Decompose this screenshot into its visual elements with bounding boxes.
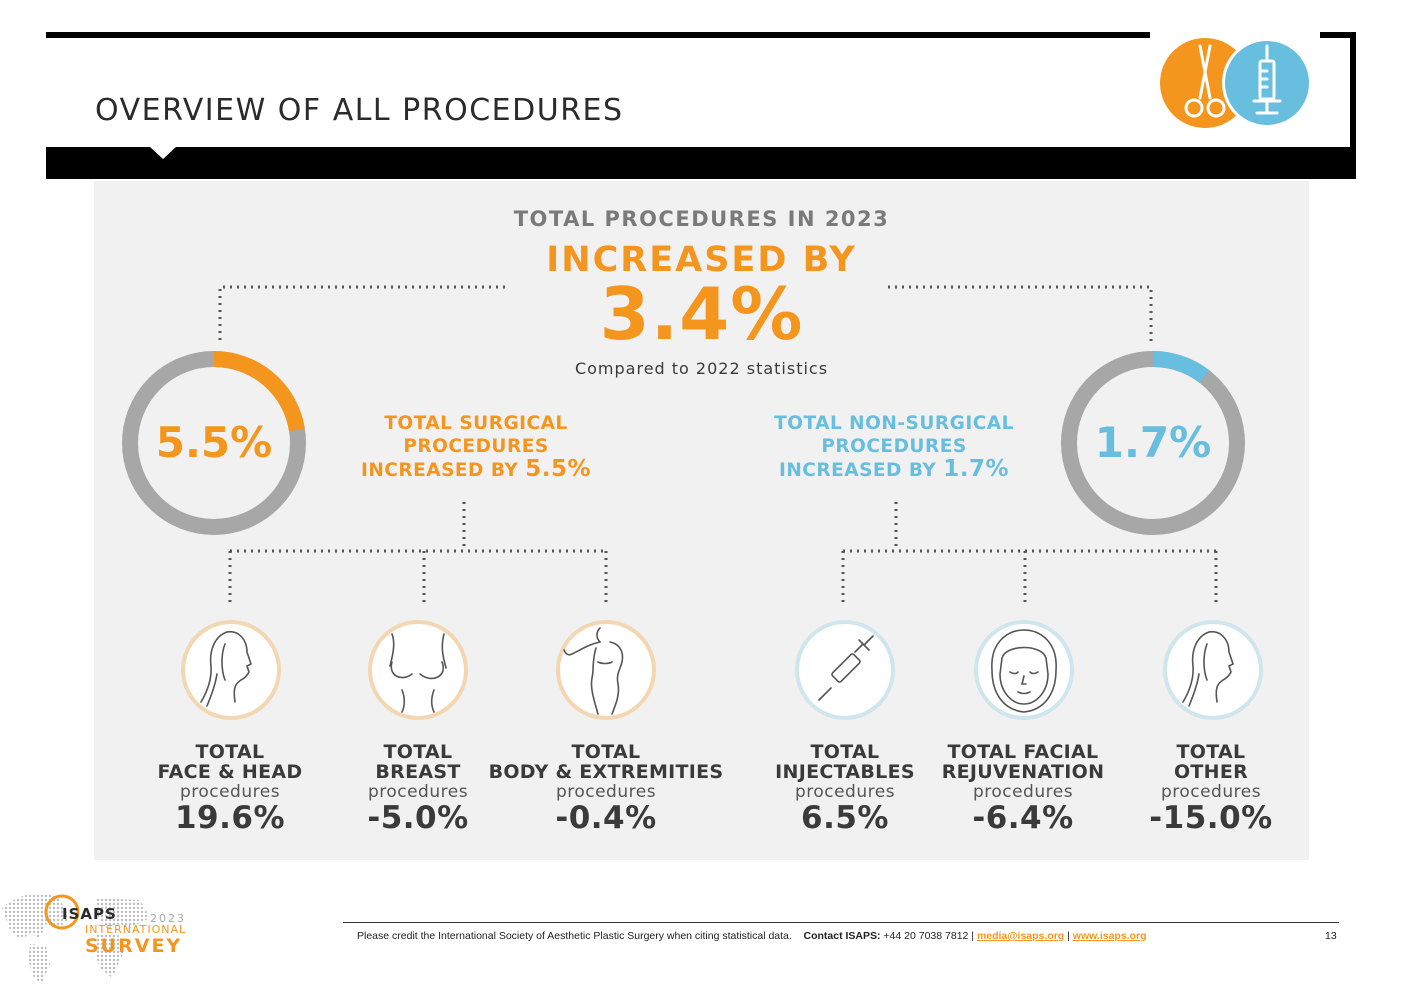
footer-credit-text: Please credit the International Society …	[357, 930, 792, 942]
nonsurgical-heading-line3: INCREASED BY	[778, 460, 944, 481]
footer-phone: +44 20 7038 7812 |	[880, 930, 977, 942]
category-other: TOTAL OTHER procedures -15.0%	[1091, 741, 1331, 836]
body-icon	[556, 620, 656, 720]
category-line1: TOTAL	[195, 741, 265, 763]
nonsurgical-heading: TOTAL NON-SURGICAL PROCEDURES INCREASED …	[744, 412, 1044, 482]
footer-credit: Please credit the International Society …	[357, 930, 1147, 942]
face-front-icon	[974, 620, 1074, 720]
category-line1: TOTAL FACIAL	[947, 741, 1099, 763]
category-breast: TOTAL BREAST procedures -5.0%	[298, 741, 538, 836]
category-line3: procedures	[555, 782, 657, 802]
nonsurgical-donut	[1061, 351, 1245, 535]
footer-web-link[interactable]: www.isaps.org	[1072, 930, 1147, 942]
category-line1: TOTAL	[383, 741, 453, 763]
nonsurgical-donut-arc	[1061, 351, 1245, 535]
category-percent: -15.0%	[1149, 800, 1273, 836]
footer-separator: |	[1064, 930, 1073, 942]
surgical-heading-line1: TOTAL SURGICAL	[384, 413, 568, 434]
category-line3: procedures	[794, 782, 896, 802]
category-facial-rejuvenation: TOTAL FACIAL REJUVENATION procedures -6.…	[903, 741, 1143, 836]
face-profile-icon	[181, 620, 281, 720]
category-percent: -0.4%	[555, 800, 657, 836]
category-percent: 19.6%	[174, 800, 286, 836]
logo-isaps: ISAPS	[62, 905, 117, 923]
category-line1: TOTAL	[810, 741, 880, 763]
category-line2: BODY & EXTREMITIES	[488, 761, 724, 783]
surgical-heading-value: 5.5%	[525, 456, 592, 482]
category-percent: -6.4%	[972, 800, 1074, 836]
surgical-donut	[122, 351, 306, 535]
footer-contact-label: Contact ISAPS:	[803, 930, 881, 942]
world-map-logo	[2, 893, 150, 984]
summary-note: Compared to 2022 statistics	[574, 359, 829, 378]
page-number: 13	[1325, 930, 1337, 942]
summary-line2: INCREASED BY	[546, 240, 857, 280]
other-face-profile-icon	[1163, 620, 1263, 720]
category-body-extremities: TOTAL BODY & EXTREMITIES procedures -0.4…	[486, 741, 726, 836]
logo-international: INTERNATIONAL	[85, 923, 187, 936]
category-injectables: TOTAL INJECTABLES procedures 6.5%	[725, 741, 965, 836]
category-line1: TOTAL	[1176, 741, 1246, 763]
category-line3: procedures	[1160, 782, 1262, 802]
surgical-heading-line2: PROCEDURES	[403, 436, 549, 457]
category-face-head: TOTAL FACE & HEAD procedures 19.6%	[110, 741, 350, 836]
summary-line1: TOTAL PROCEDURES IN 2023	[513, 207, 890, 231]
category-percent: -5.0%	[367, 800, 469, 836]
category-line3: procedures	[367, 782, 469, 802]
page-title: OVERVIEW OF ALL PROCEDURES	[95, 93, 624, 128]
category-line3: procedures	[972, 782, 1074, 802]
category-line2: REJUVENATION	[941, 761, 1105, 783]
header-band	[46, 38, 1350, 147]
category-line2: OTHER	[1173, 761, 1249, 783]
category-line3: procedures	[179, 782, 281, 802]
logo-survey: SURVEY	[85, 935, 183, 957]
surgical-heading: TOTAL SURGICAL PROCEDURES INCREASED BY 5…	[326, 412, 626, 482]
injectables-syringe-icon	[795, 620, 895, 720]
surgical-donut-arc	[122, 351, 306, 535]
footer-divider	[343, 922, 1339, 923]
logo-year: 2023	[150, 912, 186, 925]
syringe-icon	[1222, 38, 1312, 128]
nonsurgical-heading-line2: PROCEDURES	[821, 436, 967, 457]
category-line2: FACE & HEAD	[157, 761, 303, 783]
nonsurgical-donut-value: 1.7%	[1094, 418, 1212, 467]
category-line2: BREAST	[375, 761, 461, 783]
category-line1: TOTAL	[571, 741, 641, 763]
footer-email-link[interactable]: media@isaps.org	[976, 930, 1065, 942]
breast-icon	[368, 620, 468, 720]
surgical-heading-line3: INCREASED BY	[360, 460, 526, 481]
header-notch	[150, 147, 176, 159]
summary-value: 3.4%	[599, 272, 804, 356]
category-line2: INJECTABLES	[775, 761, 915, 783]
surgical-donut-value: 5.5%	[155, 418, 273, 467]
category-percent: 6.5%	[801, 800, 889, 836]
nonsurgical-heading-line1: TOTAL NON-SURGICAL	[774, 413, 1014, 434]
nonsurgical-heading-value: 1.7%	[943, 456, 1010, 482]
